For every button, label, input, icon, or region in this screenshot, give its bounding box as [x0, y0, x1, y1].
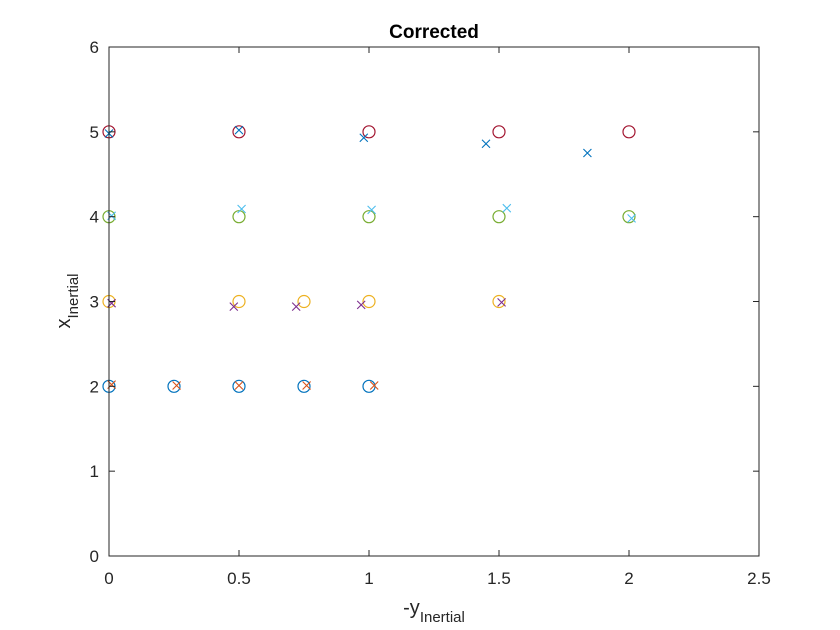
chart-title: Corrected — [389, 22, 479, 43]
data-point-circle — [297, 379, 311, 393]
x-tick-label: 0 — [104, 569, 113, 588]
data-point-circle — [622, 125, 636, 139]
y-tick-label: 3 — [90, 293, 99, 312]
data-point-cross — [481, 139, 491, 149]
data-point-circle — [232, 294, 246, 309]
x-axis-label-base: -y — [403, 597, 420, 619]
x-axis-label-subscript: Inertial — [420, 609, 465, 626]
plot-area — [109, 47, 759, 556]
data-point-circle — [492, 125, 506, 139]
y-tick-label: 0 — [90, 547, 99, 566]
y-axis-label: xInertial — [53, 273, 82, 328]
data-point-cross — [627, 213, 636, 223]
y-axis-label-subscript: Inertial — [65, 273, 82, 318]
data-point-cross — [234, 125, 244, 135]
data-point-circle — [362, 210, 376, 224]
data-point-cross — [367, 205, 376, 215]
data-point-circle — [232, 379, 246, 393]
y-tick-label: 2 — [90, 377, 99, 396]
data-point-cross — [583, 148, 592, 158]
x-tick-label: 2 — [624, 569, 633, 588]
data-point-cross — [172, 381, 181, 390]
y-tick-label: 1 — [90, 462, 99, 481]
series-5 — [102, 210, 636, 224]
data-point-cross — [356, 300, 366, 310]
data-point-circle — [622, 210, 636, 224]
y-tick-label: 4 — [90, 208, 99, 227]
data-point-cross — [369, 381, 379, 390]
y-ticks: 0 1 2 3 4 5 6 — [90, 38, 759, 566]
data-point-circle — [492, 294, 506, 309]
y-tick-label: 6 — [90, 38, 99, 57]
data-point-cross — [229, 302, 239, 311]
y-tick-label: 5 — [90, 123, 99, 142]
x-tick-label: 2.5 — [747, 569, 771, 588]
y-axis-label-base: x — [53, 319, 75, 329]
x-tick-label: 1.5 — [487, 569, 511, 588]
data-point-circle — [232, 125, 246, 139]
data-point-circle — [362, 294, 376, 309]
x-ticks: 0 0.5 1 1.5 2 2.5 — [104, 47, 771, 588]
data-point-cross — [234, 381, 244, 390]
data-point-circle — [492, 210, 506, 224]
data-point-cross — [237, 204, 246, 214]
data-point-cross — [497, 297, 506, 307]
data-point-cross — [502, 203, 512, 213]
series-8 — [104, 125, 592, 158]
data-point-cross — [302, 381, 311, 390]
series-2 — [107, 380, 379, 390]
x-axis-label: -yInertial — [403, 597, 465, 626]
data-point-circle — [362, 125, 376, 139]
x-tick-label: 1 — [364, 569, 373, 588]
data-point-circle — [297, 294, 311, 309]
data-point-cross — [359, 133, 369, 143]
data-point-circle — [167, 379, 181, 393]
x-tick-label: 0.5 — [227, 569, 251, 588]
data-point-circle — [232, 210, 246, 224]
data-point-cross — [291, 302, 301, 311]
